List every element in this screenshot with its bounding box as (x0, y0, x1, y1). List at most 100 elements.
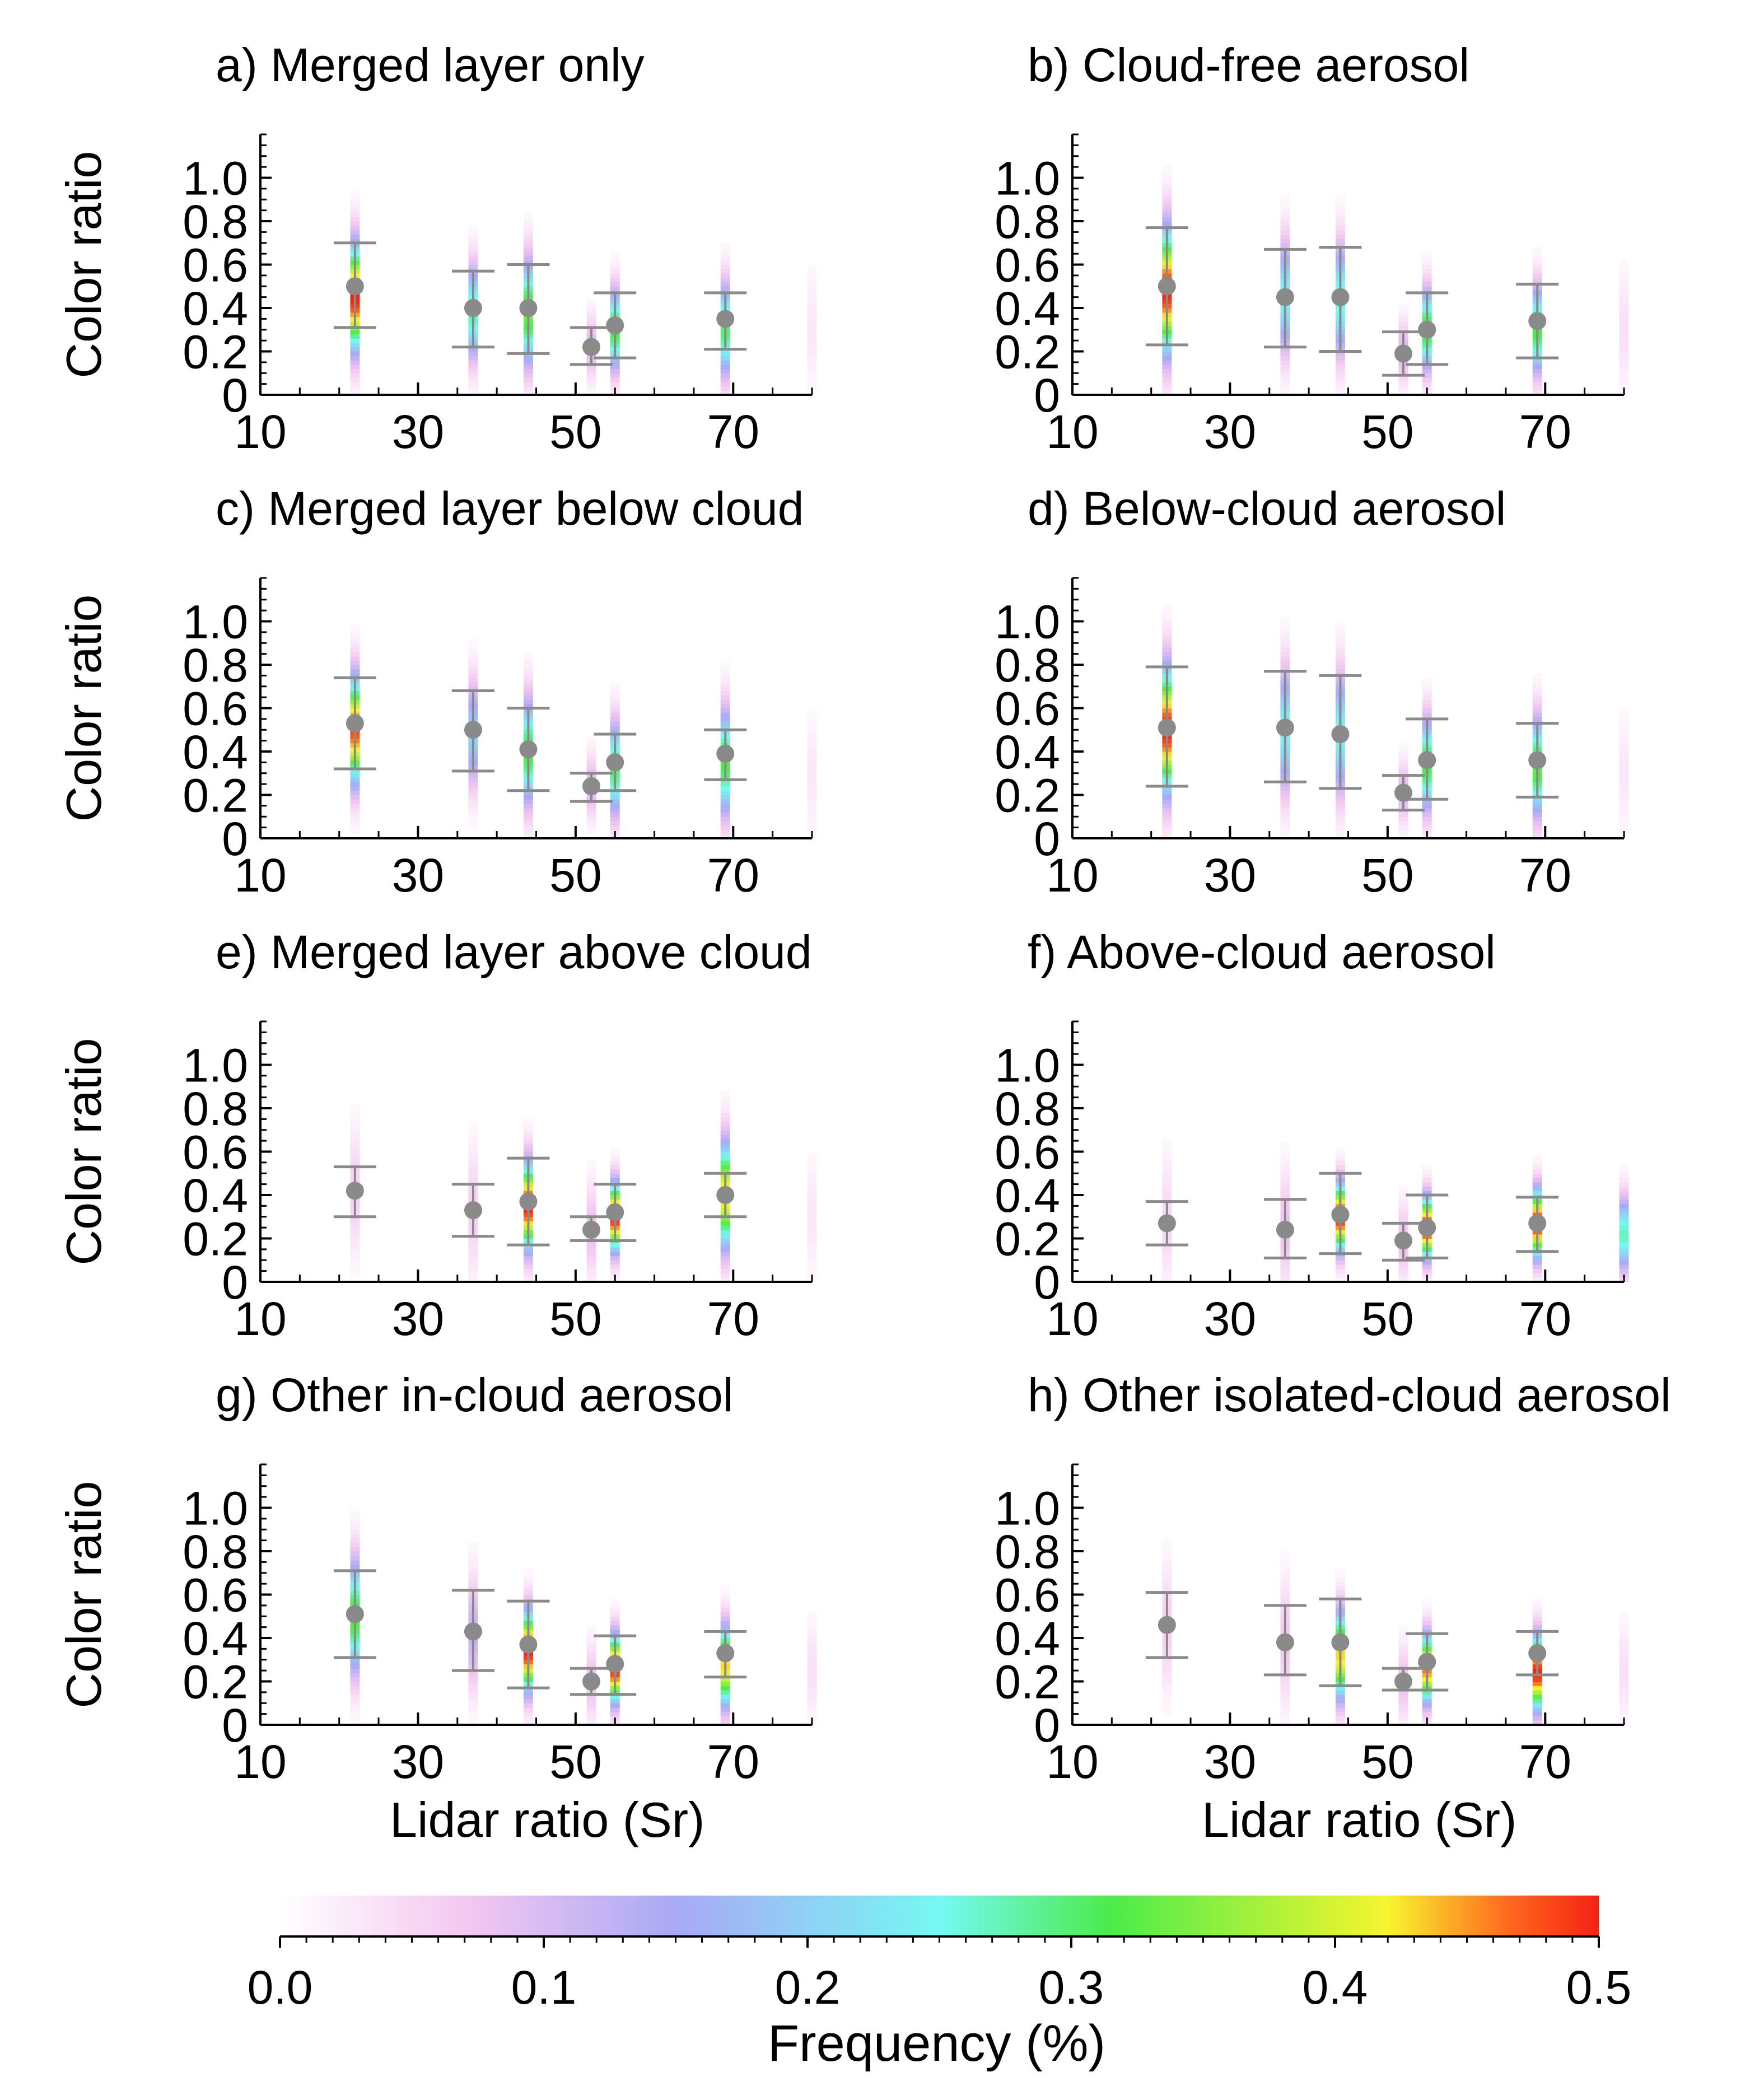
heat-cell (350, 1525, 360, 1530)
heat-cell (1162, 1551, 1172, 1556)
heat-cell (350, 1230, 360, 1235)
heat-cell (807, 782, 817, 787)
heat-cell (720, 1221, 730, 1226)
heat-cell (468, 1677, 478, 1682)
heat-cell (523, 1147, 533, 1152)
y-tick-label: 0.8 (995, 195, 1060, 248)
heat-cell (1280, 1577, 1290, 1582)
heat-cell (350, 351, 360, 356)
mean-marker (716, 1644, 735, 1663)
heat-cell (807, 334, 817, 339)
heat-cell (1398, 1264, 1408, 1270)
heat-cell (807, 1621, 817, 1626)
y-tick-label: 0.4 (183, 1169, 248, 1222)
heat-cell (468, 673, 478, 678)
heat-cell (807, 1625, 817, 1630)
mean-marker (1276, 288, 1294, 306)
heat-cell (720, 834, 730, 839)
heat-cell (523, 1690, 533, 1695)
mean-marker (1528, 1214, 1547, 1233)
y-tick-label: 0.8 (183, 1082, 248, 1135)
heat-cell (1422, 282, 1432, 287)
heat-cell (1532, 260, 1542, 265)
heat-cell (1619, 1621, 1629, 1626)
heat-cell (1335, 1698, 1345, 1704)
heat-cell (350, 799, 360, 804)
heat-cell (807, 1664, 817, 1669)
heat-cell (720, 1716, 730, 1721)
heat-cell (1619, 782, 1629, 787)
y-tick-label: 0.2 (995, 1213, 1060, 1266)
mean-marker (716, 744, 735, 763)
heat-cell (1280, 1164, 1290, 1170)
heat-cell (1280, 221, 1290, 226)
heat-cell (720, 247, 730, 252)
heat-cell (1162, 834, 1172, 839)
heat-cell (350, 1516, 360, 1522)
heat-cell (610, 1621, 620, 1626)
heat-cell (350, 338, 360, 343)
y-tick-label: 0.2 (183, 1213, 248, 1266)
heat-cell (610, 682, 620, 687)
heat-cell (807, 717, 817, 722)
colorbar-tick-label: 0.3 (1039, 1961, 1104, 2014)
heat-cell (1162, 368, 1172, 374)
heat-cell (1619, 738, 1629, 744)
heat-cell (1280, 1182, 1290, 1187)
heat-cell (720, 816, 730, 822)
heat-cell (350, 1238, 360, 1243)
heat-cell (1619, 1234, 1629, 1239)
heat-cell (610, 1160, 620, 1165)
heat-cell (1422, 1186, 1432, 1191)
mean-marker (1394, 1231, 1412, 1250)
heat-cell (468, 225, 478, 231)
heat-cell (1422, 690, 1432, 696)
heat-cell (807, 734, 817, 739)
heat-cell (1162, 1182, 1172, 1187)
panel-3: d) Below-cloud aerosol 00.20.40.60.81.0 10… (995, 482, 1629, 902)
heat-cell (468, 360, 478, 365)
heat-cell (350, 1104, 360, 1109)
heat-cell (586, 752, 596, 757)
heat-cell (350, 1707, 360, 1712)
heat-cell (1280, 368, 1290, 374)
heat-cell (586, 764, 596, 769)
axes (1071, 577, 1625, 839)
heat-cell (586, 299, 596, 304)
heat-cell (1398, 1720, 1408, 1725)
heat-cell (1335, 1711, 1345, 1717)
x-tick-label: 10 (1046, 1735, 1098, 1788)
heat-cell (720, 1251, 730, 1257)
heat-cell (1422, 269, 1432, 274)
y-tick-label: 0.4 (995, 726, 1060, 778)
heat-cell (610, 725, 620, 730)
heat-cell (807, 799, 817, 804)
heat-cell (1280, 834, 1290, 839)
heat-cell (350, 790, 360, 796)
heat-cell (1619, 1199, 1629, 1205)
heat-cell (1532, 1720, 1542, 1725)
heat-cell (1162, 1186, 1172, 1191)
heat-cell (1619, 1651, 1629, 1656)
heat-cell (1335, 665, 1345, 670)
heat-cell (1619, 777, 1629, 782)
heat-cell (1532, 1178, 1542, 1183)
heat-cell (1162, 647, 1172, 652)
x-axis-label: Lidar ratio (Sr) (1202, 1792, 1516, 1847)
heat-cell (1532, 1160, 1542, 1165)
heat-cell (1619, 1208, 1629, 1213)
heat-cell (610, 1603, 620, 1608)
mean-marker (519, 1192, 538, 1211)
heat-cell (586, 1659, 596, 1665)
heat-cell (1619, 1238, 1629, 1243)
heat-cell (1280, 360, 1290, 365)
heat-cell (523, 1569, 533, 1574)
heat-cell (468, 1703, 478, 1708)
heat-cell (1422, 273, 1432, 278)
heat-cell (1335, 195, 1345, 200)
heat-cell (1532, 708, 1542, 713)
heat-cell (1335, 1260, 1345, 1265)
heat-cell (350, 656, 360, 661)
heat-cell (1422, 1711, 1432, 1717)
heat-cell (468, 1560, 478, 1565)
